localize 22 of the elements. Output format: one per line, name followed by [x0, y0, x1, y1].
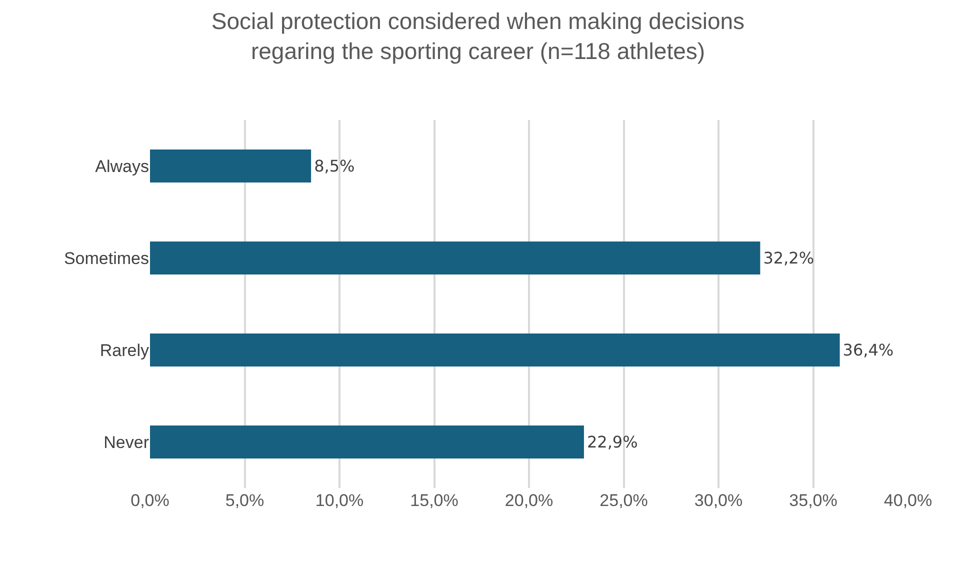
y-tick-label: Always	[95, 156, 149, 176]
chart-title: Social protection considered when making decisions regaring the sporting career (n=118 athletes)	[211, 8, 745, 64]
data-label: 22,9%	[586, 432, 638, 452]
y-tick-label: Rarely	[100, 340, 150, 360]
x-tick-label: 40,0%	[884, 491, 932, 510]
data-label: 8,5%	[314, 156, 355, 176]
bar	[150, 149, 312, 183]
x-tick-label: 30,0%	[694, 491, 743, 510]
data-label: 36,4%	[842, 340, 894, 360]
bar	[150, 333, 840, 367]
bar	[150, 241, 760, 275]
x-tick-label: 0,0%	[130, 491, 170, 510]
x-tick-label: 5,0%	[225, 491, 264, 510]
x-tick-label: 20,0%	[504, 491, 554, 510]
bar	[150, 425, 584, 459]
y-tick-label: Never	[104, 432, 150, 452]
x-tick-label: 10,0%	[315, 491, 364, 510]
y-tick-label: Sometimes	[64, 248, 149, 268]
x-tick-label: 25,0%	[600, 491, 648, 510]
data-label: 32,2%	[763, 248, 814, 268]
x-tick-label: 15,0%	[410, 491, 458, 510]
x-tick-label: 35,0%	[789, 491, 838, 510]
